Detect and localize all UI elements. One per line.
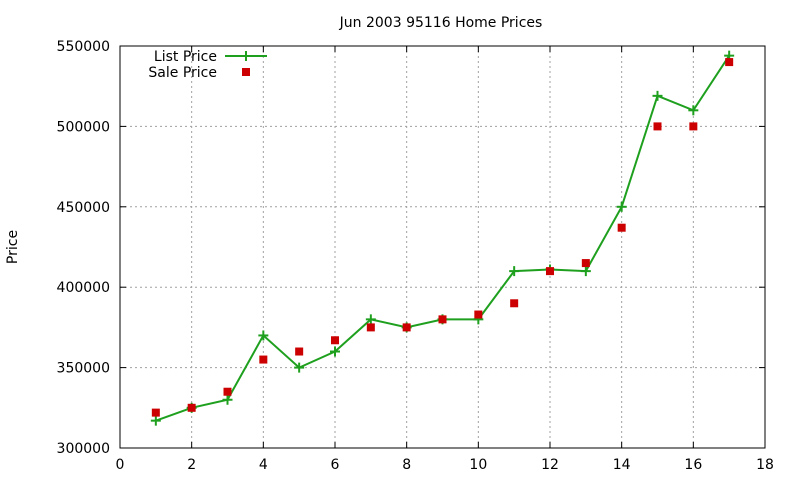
sale-price-point	[474, 310, 483, 319]
x-tick-label: 4	[259, 457, 268, 473]
list-price-point	[580, 266, 591, 277]
sale-price-point	[438, 315, 447, 324]
x-tick-label: 14	[613, 457, 631, 473]
list-price-point	[509, 266, 520, 277]
list-price-point	[294, 362, 305, 373]
x-tick-label: 12	[541, 457, 559, 473]
chart-title: Jun 2003 95116 Home Prices	[339, 15, 543, 31]
y-tick-label: 500000	[57, 119, 110, 135]
sale-price-point	[331, 336, 339, 345]
list-price-point	[365, 314, 376, 325]
sale-price-point	[259, 355, 268, 364]
axis-ticks: 0 2 4 6 8 10 12 14 16 18 300000 350000 400000 450000 5…	[57, 39, 774, 473]
plot-frame	[119, 45, 766, 449]
x-tick-label: 0	[116, 457, 125, 473]
sale-price-point	[223, 387, 232, 396]
list-price-point	[688, 105, 699, 116]
sale-price-point	[581, 259, 590, 268]
series	[150, 50, 735, 426]
sale-price-point	[402, 323, 411, 332]
sale-price-point	[725, 58, 734, 67]
sale-price-point	[510, 299, 519, 308]
sale-price-point	[366, 323, 375, 332]
sale-price-point	[295, 347, 304, 356]
x-tick-label: 16	[684, 457, 702, 473]
legend-label-sale-price: Sale Price	[148, 65, 217, 81]
y-tick-label: 400000	[57, 280, 110, 296]
y-tick-label: 450000	[57, 200, 110, 216]
sale-price-point	[689, 122, 698, 131]
list-price-point	[616, 201, 627, 212]
legend-marker-list-price	[241, 51, 251, 61]
list-price-point	[258, 330, 269, 341]
sale-price-point	[187, 403, 196, 412]
grid	[120, 46, 765, 448]
sale-price-point	[617, 223, 626, 232]
list-price-point	[222, 394, 233, 405]
list-price-line	[155, 55, 731, 422]
y-tick-label: 550000	[57, 39, 110, 55]
list-price-point	[330, 346, 340, 357]
x-tick-label: 6	[331, 457, 340, 473]
y-tick-label: 300000	[57, 441, 110, 457]
sale-price-point	[653, 122, 662, 131]
list-price-point	[652, 90, 663, 101]
x-tick-label: 18	[756, 457, 774, 473]
x-tick-label: 2	[187, 457, 196, 473]
x-tick-label: 8	[402, 457, 411, 473]
sale-price-point	[546, 267, 554, 276]
y-axis-label: Price	[5, 230, 21, 264]
legend-marker-sale-price	[242, 68, 250, 76]
sale-price-point	[151, 408, 160, 417]
x-tick-label: 10	[469, 457, 487, 473]
y-tick-label: 350000	[57, 361, 110, 377]
legend-label-list-price: List Price	[154, 49, 217, 65]
list-price-point	[150, 415, 161, 426]
